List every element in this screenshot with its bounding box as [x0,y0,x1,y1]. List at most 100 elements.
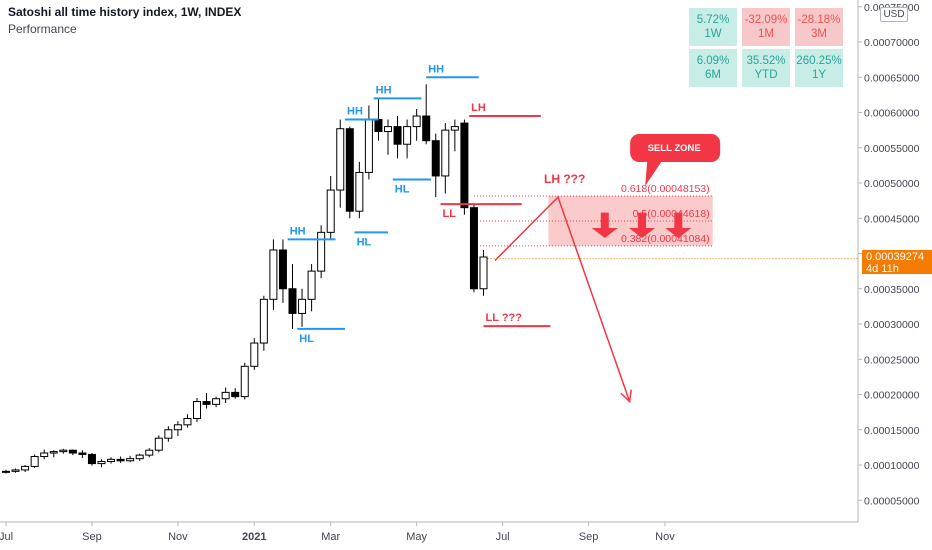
down-arrow-icon [629,212,656,238]
y-tick-label: 0.00010000 [864,460,920,472]
y-tick-label: 0.00050000 [864,178,920,190]
perf-period: 1M [758,28,774,40]
projection-path [494,195,631,402]
perf-period: 3M [811,28,827,40]
candle-body [355,171,364,212]
perf-period: 1Y [811,69,827,81]
candle-body [345,128,354,212]
y-tick-label: 0.00070000 [864,37,920,49]
x-tick-label: Mar [321,531,340,543]
candle-body [384,126,392,133]
chart-title: Satoshi all time history index, 1W, INDE… [8,5,242,19]
fib-level-label: 0.382(0.00041084) [621,233,710,245]
fib-level-label: 0.5(0.00044618) [633,208,710,220]
candle-body [288,288,297,314]
last-price-value: 0.00039274 [866,251,925,263]
candle-body [307,270,316,300]
candle-body [231,391,240,398]
swing-level-label: HL [299,333,314,345]
perf-cell-1w: 5.72% 1W [689,8,737,46]
candle-body [68,449,77,454]
y-tick-label: 0.00035000 [864,284,920,296]
bar-countdown: 4d 11h [866,263,899,275]
y-tick-label: 0.00025000 [864,354,920,366]
perf-period: YTD [754,69,778,81]
candle-body [11,469,20,472]
candle-body [49,451,58,454]
candle-body [393,126,402,145]
swing-levels-layer: HH HL HH HL HH HL HH LH LL LL ??? [287,63,551,345]
candle-body [87,453,96,465]
x-tick-label: Nov [168,531,188,543]
x-tick-label: Nov [655,531,675,543]
candle-body [164,429,173,439]
x-tick-label: May [406,531,427,543]
currency-button[interactable]: USD [880,7,908,22]
swing-level-label: HL [357,236,372,248]
candle-body [336,128,345,191]
y-tick-label: 0.00055000 [864,143,920,155]
perf-cell-1y: 260.25% 1Y [795,49,843,87]
candle-body [441,129,450,177]
perf-value: 5.72% [696,14,730,26]
candle-body [469,207,478,290]
candle-body [173,424,182,431]
candle-body [479,256,488,290]
axes-layer: 0.00005000 0.00010000 0.00015000 0.00020000… [0,0,920,543]
candle-body [202,401,211,405]
sell-zone-layer: 0.618(0.00048153) 0.5(0.00044618) 0.382(0.… [473,134,721,247]
candle-body [2,470,10,473]
swing-level-label: LL [443,208,457,220]
candle-body [21,465,30,471]
candle-body [374,119,383,133]
candle-body [259,298,268,344]
y-tick-label: 0.00060000 [864,108,920,120]
perf-period: 1W [704,28,722,40]
candle-body [221,391,230,400]
x-tick-label: Sep [579,531,599,543]
sell-zone-label: SELL ZONE [648,143,701,154]
candle-body [97,460,106,465]
candle-body [107,458,116,462]
down-arrow-icon [591,212,618,238]
y-tick-label: 0.00020000 [864,390,920,402]
perf-value: 35.52% [746,55,786,67]
candle-body [412,115,421,128]
candles-layer [2,84,488,474]
projection-arrowhead [620,389,632,404]
candle-body [126,458,135,462]
candle-body [145,449,154,456]
sell-zone-callout [630,134,721,186]
candle-body [78,452,87,455]
y-tick-label: 0.00045000 [864,213,920,225]
x-tick-label: Jul [496,531,510,543]
swing-level-label: LL ??? [486,312,523,324]
candle-body [116,458,125,462]
perf-cell-3m: -28.18% 3M [795,8,843,46]
candle-body [326,189,335,233]
y-tick-label: 0.00065000 [864,72,920,84]
perf-value: -32.09% [744,14,788,26]
candle-body [183,417,192,426]
y-tick-label: 0.00005000 [864,495,920,507]
candle-body [403,126,412,145]
y-tick-label: 0.00030000 [864,319,920,331]
perf-cell-1m: -32.09% 1M [742,8,790,46]
candle-body [317,231,326,272]
candle-body [30,456,39,467]
candle-body [278,249,287,290]
candle-body [59,449,68,453]
swing-level-label: HH [428,63,444,75]
x-tick-label: Jul [0,531,13,543]
x-tick-label: Sep [82,531,102,543]
projection-layer: LH ??? [487,172,858,404]
candle-body [212,398,221,405]
x-tick-label: 2021 [242,531,266,543]
candle-body [40,452,49,458]
swing-level-label: HH [290,225,306,237]
candle-body [298,298,307,314]
candle-body [364,119,373,173]
candle-body [460,122,469,209]
candle-body [250,342,259,367]
